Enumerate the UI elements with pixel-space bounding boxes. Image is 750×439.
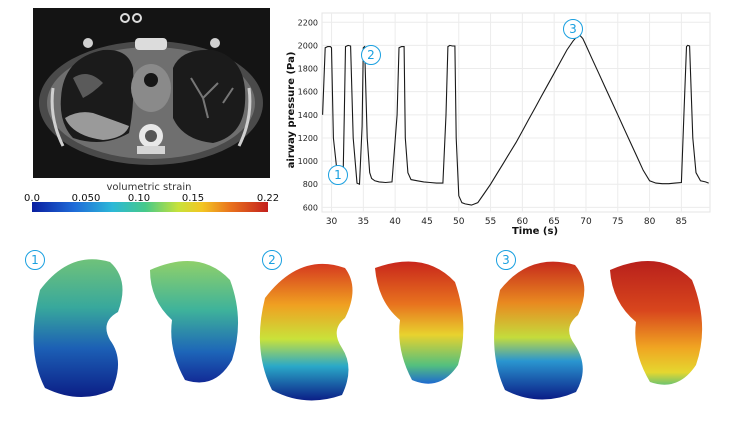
x-tick-label: 50 [453,217,465,227]
lung-3-right [610,261,703,385]
colorbar: volumetric strain 0.0 0.050 0.10 0.15 0.… [18,180,280,220]
colorbar-tick-label: 0.15 [181,193,205,204]
marker-3: 3 [563,19,583,39]
y-axis-label: airway pressure (Pa) [286,52,297,169]
y-tick-label: 2000 [298,41,318,50]
pressure-chart: 30 35 40 45 50 55 60 65 70 75 80 85 600 800 1000 1200 14… [280,5,720,240]
chart-ticks: 30 35 40 45 50 55 60 65 70 75 80 85 600 800 1000 1200 14… [298,18,687,227]
x-axis-label: Time (s) [512,226,558,237]
lung-2-left [259,263,353,401]
lung-1-left [33,259,123,398]
x-tick-label: 70 [580,217,592,227]
x-tick-label: 65 [548,217,559,227]
pressure-chart-svg: 30 35 40 45 50 55 60 65 70 75 80 85 600 800 1000 1200 14… [286,12,711,237]
marker-2: 2 [361,45,381,65]
y-tick-label: 1800 [298,65,318,74]
ct-scan-graphic [33,8,270,178]
y-tick-label: 800 [303,180,318,189]
x-tick-label: 75 [612,217,623,227]
lung-panel-marker-2: 2 [262,250,282,270]
y-tick-label: 1200 [298,134,318,143]
pressure-series-line [322,34,709,206]
y-tick-label: 1600 [298,88,318,97]
lung-3-left [494,261,585,400]
colorbar-title: volumetric strain [106,182,192,193]
marker-1: 1 [328,165,348,185]
x-tick-label: 45 [421,217,432,227]
plot-area [321,12,711,213]
y-tick-label: 2200 [298,18,318,27]
lung-panel-marker-3: 3 [496,250,516,270]
x-tick-label: 55 [485,217,496,227]
x-tick-label: 40 [389,217,401,227]
colorbar-gradient [32,202,268,212]
colorbar-tick-label: 0.0 [24,193,40,204]
lung-renderings-svg [33,259,703,401]
colorbar-tick-label: 0.050 [71,193,101,204]
lung-1-right [150,261,239,383]
y-tick-label: 600 [303,203,318,212]
x-tick-label: 80 [644,217,656,227]
lung-2-right [375,261,464,384]
x-tick-label: 60 [517,217,529,227]
y-tick-label: 1400 [298,111,318,120]
colorbar-tick-label: 0.22 [256,193,280,204]
x-tick-label: 35 [358,217,369,227]
y-tick-label: 1000 [298,157,318,166]
x-tick-label: 85 [676,217,687,227]
colorbar-tick-label: 0.10 [127,193,151,204]
lung-panel-marker-1: 1 [25,250,45,270]
x-tick-label: 30 [326,217,338,227]
chart-grid [321,12,711,213]
ct-scan-image [33,8,270,178]
lung-strain-renderings: 1 2 3 [0,240,750,435]
